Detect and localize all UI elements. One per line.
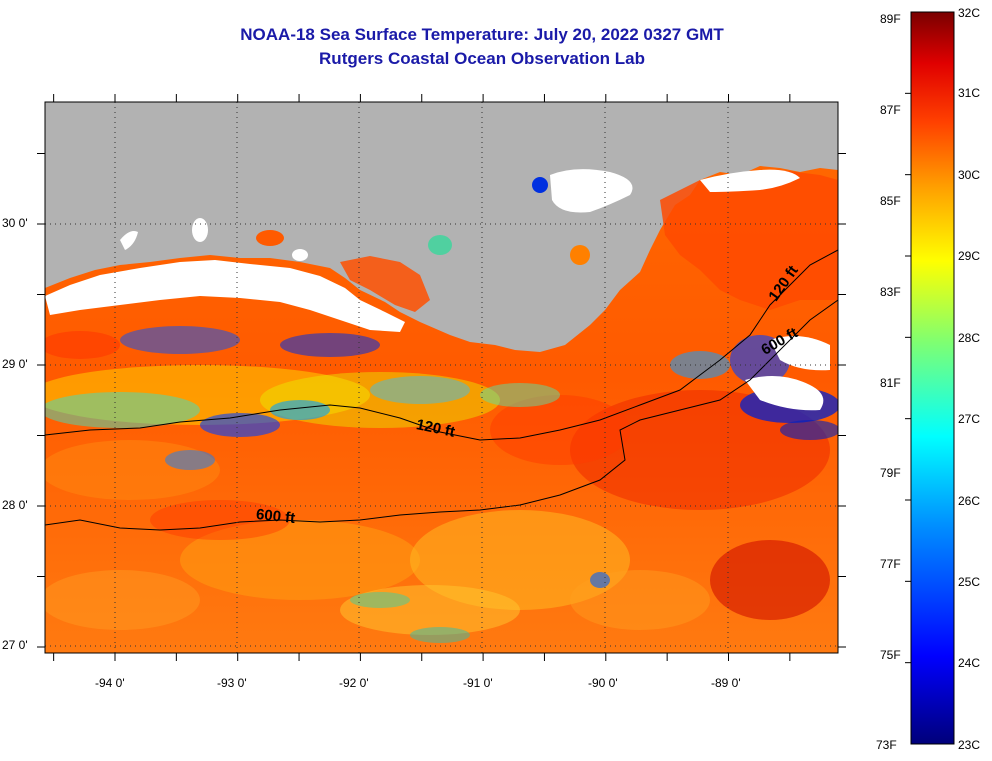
east-cool-area [670, 335, 838, 440]
lat-label-29: 29 0' [2, 357, 28, 371]
map-subtitle: Rutgers Coastal Ocean Observation Lab [319, 49, 645, 68]
inland-water [120, 169, 633, 265]
map-frame [44, 101, 839, 654]
colorbar-f-label: 83F [880, 285, 901, 299]
lat-lon-grid [45, 102, 838, 653]
colorbar-ticks [905, 92, 911, 664]
lat-label-27: 27 0' [2, 638, 28, 652]
lon-label-94: -94 0' [95, 676, 125, 690]
contour-120ft [45, 249, 838, 441]
colorbar-f-label: 81F [880, 376, 901, 390]
colorbar-f-label: 85F [880, 194, 901, 208]
colorbar-c-label: 30C [958, 168, 981, 182]
colorbar-c-label: 23C [958, 738, 981, 752]
contour-600ft [45, 299, 838, 531]
colorbar-c-label: 28C [958, 331, 981, 345]
delta-warm-area [660, 170, 838, 310]
colorbar [910, 11, 955, 745]
lat-label-30: 30 0' [2, 216, 28, 230]
cool-water-band [45, 326, 610, 643]
colorbar-f-label: 79F [880, 466, 901, 480]
colorbar-c-label: 32C [958, 6, 981, 20]
lon-label-91: -91 0' [463, 676, 493, 690]
land-mass [45, 102, 838, 352]
colorbar-f-label: 77F [880, 557, 901, 571]
colorbar-c-label: 27C [958, 412, 981, 426]
map-title: NOAA-18 Sea Surface Temperature: July 20… [240, 25, 724, 44]
colorbar-c-label: 26C [958, 494, 981, 508]
axis-ticks [37, 94, 846, 661]
lon-label-90: -90 0' [588, 676, 618, 690]
colorbar-c-label: 29C [958, 249, 981, 263]
delta-cloud [700, 169, 800, 192]
lon-label-89: -89 0' [711, 676, 741, 690]
colorbar-f-label: 89F [880, 12, 901, 26]
colorbar-f-label: 87F [880, 103, 901, 117]
colorbar-c-label: 31C [958, 86, 981, 100]
lon-label-93: -93 0' [217, 676, 247, 690]
colorbar-f-label: 75F [880, 648, 901, 662]
colorbar-c-label: 25C [958, 575, 981, 589]
colorbar-f-label: 73F [876, 738, 897, 752]
lon-label-92: -92 0' [339, 676, 369, 690]
lat-label-28: 28 0' [2, 498, 28, 512]
west-wetland [340, 256, 430, 312]
coastal-cloud-band [45, 260, 405, 332]
colorbar-c-label: 24C [958, 656, 981, 670]
